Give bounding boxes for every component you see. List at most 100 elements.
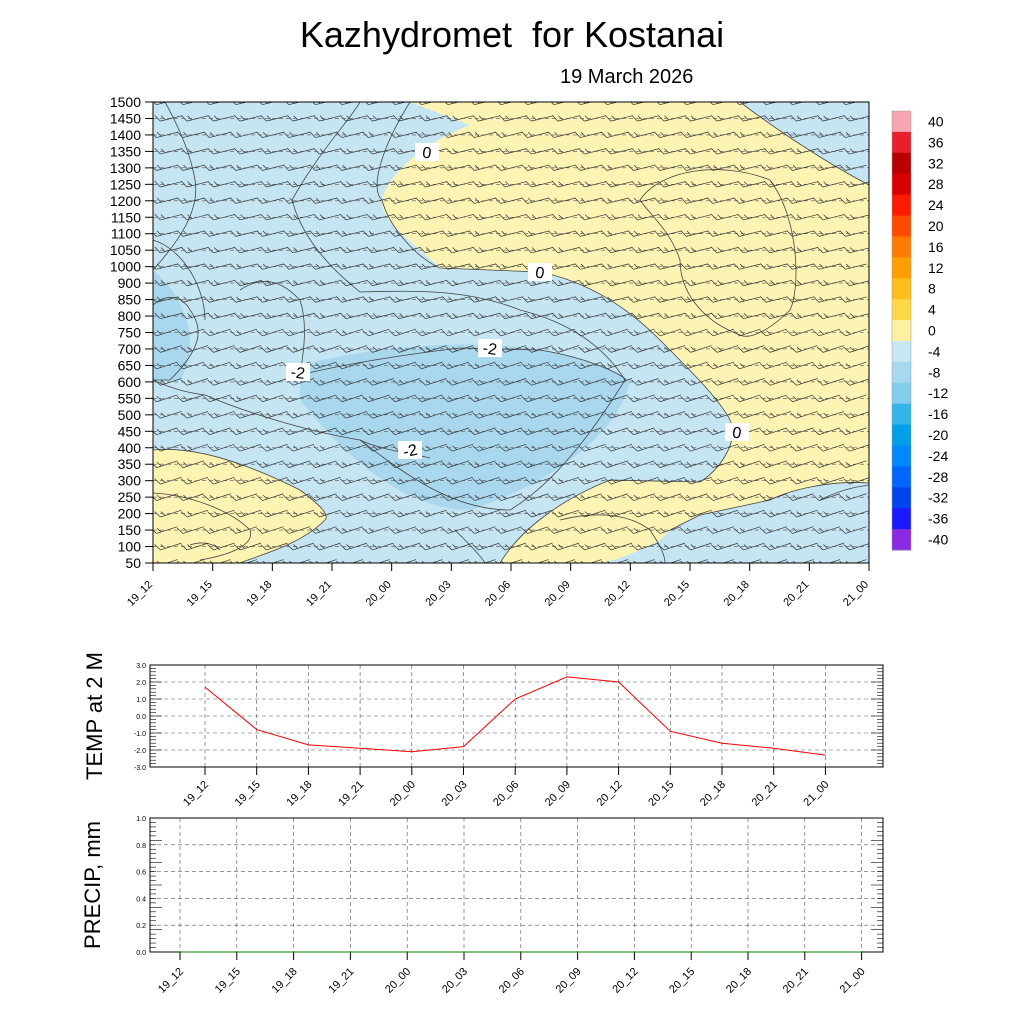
barb-feather [415,230,422,237]
barb-feather [160,280,166,285]
barb-shaft [504,411,527,419]
barb-feather [176,363,184,370]
wind-barb [309,460,337,468]
barb-feather [468,102,475,105]
barb-feather [527,396,533,401]
x-tick-label: 20_00 [383,966,413,996]
barb-shaft [182,164,205,171]
barb-feather [315,230,321,236]
barb-feather [366,445,373,452]
warm-region-lower-left [153,449,327,563]
barb-feather [319,148,325,154]
wind-barb [604,476,633,485]
barb-shaft [156,102,178,106]
barb-feather [392,544,400,551]
barb-feather [816,346,824,353]
barb-feather [441,461,449,468]
contour-label: -2 [290,364,307,383]
barb-shaft [792,102,814,106]
wind-barb [441,164,470,171]
barb-feather [160,247,166,252]
barb-feather [627,527,634,534]
wind-barb [786,197,814,204]
barb-feather [637,313,643,318]
barb-feather [468,527,475,534]
x-tick-label: 20_00 [364,579,394,609]
barb-feather [733,330,740,337]
barb-shaft [209,559,231,563]
barb-shaft [769,280,792,287]
wind-barb [362,102,390,106]
barb-feather [717,346,723,352]
wind-barb [812,263,841,270]
barb-shaft [182,197,205,204]
barb-feather [289,527,295,533]
barb-shaft [769,444,792,452]
barb-feather [637,544,643,549]
barb-feather [660,197,665,203]
barb-shaft [266,509,288,518]
barb-feather [262,164,268,170]
barb-feather [346,313,351,318]
wind-barb [680,328,708,337]
barb-feather [498,246,506,254]
barb-shaft [394,102,417,106]
barb-feather [293,313,298,318]
barb-shaft [447,460,470,468]
barb-feather [153,527,157,534]
colorbar-label: 24 [928,197,944,213]
wind-barb [392,246,421,254]
barb-feather [706,230,714,237]
barb-feather [313,379,320,386]
barb-shaft [553,131,576,138]
colorbar-label: 0 [928,323,936,339]
barb-feather [213,214,219,219]
barb-feather [790,511,797,518]
wind-barb [498,509,527,518]
barb-feather [786,164,793,171]
barb-feather [525,246,532,254]
barb-feather [346,247,351,252]
barb-feather [812,363,820,370]
barb-feather [498,478,506,485]
barb-feather [578,478,585,485]
barb-shaft [818,361,841,370]
x-tick-label: 20_00 [388,779,418,809]
wind-barb [604,378,633,386]
barb-feather [452,115,457,121]
colorbar-label: -20 [928,427,948,443]
barb-feather [419,379,426,386]
wind-barb [366,378,394,386]
barb-feather [372,280,378,285]
wind-barb [812,164,841,171]
barb-feather [706,263,714,270]
barb-shaft [553,460,576,468]
wind-barb [631,542,659,551]
barb-shaft [315,131,337,138]
barb-feather [766,197,771,203]
barb-feather [452,280,457,285]
barb-feather [525,412,532,419]
barb-feather [554,230,559,236]
y-tick-label: 2.0 [136,680,146,687]
barb-feather [342,263,347,269]
barb-feather [160,313,166,318]
x-tick-label: 20_18 [722,579,752,609]
barb-feather [233,445,241,452]
barb-feather [421,296,427,302]
barb-shaft [686,328,708,337]
barb-feather [346,478,352,483]
contour-label-box [528,263,552,281]
barb-feather [452,148,457,154]
barb-shaft [610,345,633,353]
barb-feather [759,363,767,370]
barb-feather [686,396,692,401]
barb-feather [366,478,373,485]
barb-shaft [818,102,841,106]
barb-feather [849,313,855,318]
barb-shaft [398,476,421,485]
barb-feather [176,263,184,270]
barb-shaft [527,559,549,563]
x-tick-label: 20_06 [491,779,521,809]
barb-feather [342,132,347,137]
